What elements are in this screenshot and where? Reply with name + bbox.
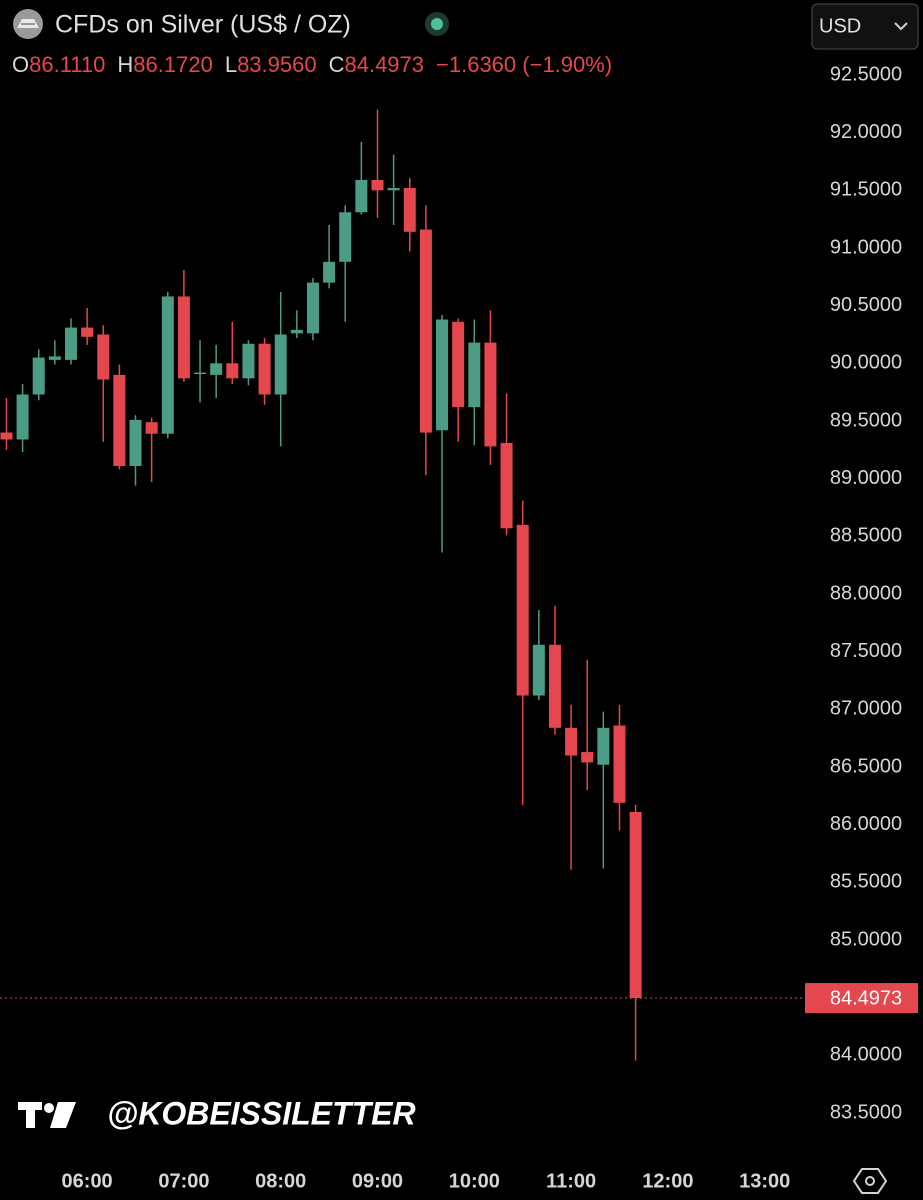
market-status: [425, 12, 449, 36]
y-tick-label: 91.5000: [830, 179, 902, 201]
y-tick-label: 84.0000: [830, 1044, 902, 1066]
ohlc-key: O: [12, 52, 29, 77]
ohlc-key: C: [329, 52, 345, 77]
candle-body: [452, 321, 465, 408]
tv-logo: [18, 1102, 76, 1128]
y-tick-label: 92.0000: [830, 121, 902, 143]
candle-body: [532, 644, 545, 696]
y-tick-label: 90.5000: [830, 294, 902, 316]
candle-body: [290, 329, 303, 334]
candle-body: [629, 811, 642, 999]
candle-body: [500, 442, 513, 529]
y-tick-label: 88.5000: [830, 525, 902, 547]
ohlc-value: 86.1720: [133, 52, 213, 77]
candle-body: [113, 374, 126, 466]
candle-body: [419, 229, 432, 433]
candle-body: [306, 282, 319, 334]
candle-body: [597, 727, 610, 765]
y-tick-label: 86.0000: [830, 813, 902, 835]
candle-body: [210, 363, 223, 375]
x-tick-label: 08:00: [255, 1170, 306, 1192]
candle-body: [161, 296, 174, 434]
ohlc-key: H: [117, 52, 133, 77]
candle-body: [323, 261, 336, 283]
candle-body: [371, 179, 384, 191]
x-tick-label: 13:00: [739, 1170, 790, 1192]
y-tick-label: 88.0000: [830, 582, 902, 604]
candle-body: [32, 357, 45, 395]
y-tick-label: 90.0000: [830, 352, 902, 374]
chevron: [894, 22, 908, 31]
candle-body: [339, 212, 352, 262]
candle-body: [484, 342, 497, 447]
candle-body: [226, 363, 239, 379]
y-tick-label: 83.5000: [830, 1101, 902, 1123]
y-tick-label: 85.0000: [830, 928, 902, 950]
candle-body: [177, 296, 190, 379]
x-tick-label: 09:00: [352, 1170, 403, 1192]
candle-body: [194, 372, 207, 375]
candle-body: [242, 343, 255, 379]
last-price-tag: [805, 983, 918, 1014]
candle-body: [468, 342, 481, 408]
symbol-icon: [13, 9, 43, 39]
y-tick-label: 87.5000: [830, 640, 902, 662]
candle-body: [436, 319, 449, 431]
ohlc-key: L: [225, 52, 237, 77]
ohlc-value: 84.4973: [344, 52, 424, 77]
ohlc-line: O86.1110 H86.1720 L83.9560 C84.4973 −1.6360 …: [12, 52, 612, 77]
x-tick-label: 12:00: [642, 1170, 693, 1192]
candle-body: [274, 334, 287, 395]
y-tick-label: 87.0000: [830, 698, 902, 720]
candle-body: [565, 727, 578, 756]
candle-body: [129, 419, 142, 466]
currency-box[interactable]: [811, 3, 919, 50]
currency-button[interactable]: USD: [811, 3, 919, 50]
last-price-label: 84.4973: [830, 987, 902, 1009]
y-tick-label: 89.0000: [830, 467, 902, 489]
y-tick-label: 89.5000: [830, 409, 902, 431]
watermark: @KOBEISSILETTER: [107, 1095, 416, 1131]
x-tick-label: 10:00: [449, 1170, 500, 1192]
x-tick-label: 11:00: [546, 1170, 596, 1192]
change: −1.6360 (−1.90%): [436, 52, 612, 77]
y-tick-label: 86.5000: [830, 755, 902, 777]
x-tick-label: 06:00: [62, 1170, 113, 1192]
candle-body: [516, 524, 529, 696]
y-tick-label: 91.0000: [830, 236, 902, 258]
x-tick-label: 07:00: [158, 1170, 209, 1192]
candle-body: [387, 188, 400, 191]
candle-body: [355, 179, 368, 213]
settings-icon[interactable]: [852, 1168, 888, 1194]
candle-body: [97, 334, 110, 380]
currency-label[interactable]: USD: [819, 15, 861, 37]
ohlc-value: 86.1110: [29, 52, 105, 77]
candle-body: [403, 188, 416, 232]
candle-body: [81, 327, 94, 337]
candle-body: [0, 432, 13, 440]
chart-title: CFDs on Silver (US$ / OZ): [55, 11, 351, 39]
candle-body: [258, 343, 271, 395]
candle-body: [581, 752, 594, 763]
candle-body: [548, 644, 561, 728]
candle-body: [48, 356, 61, 360]
ohlc-value: 83.9560: [237, 52, 317, 77]
candle-body: [613, 725, 626, 803]
candle-body: [145, 422, 158, 434]
y-tick-label: 85.5000: [830, 871, 902, 893]
candle-body: [64, 327, 77, 360]
candle-body: [16, 394, 29, 440]
y-tick-label: 92.5000: [830, 63, 902, 85]
